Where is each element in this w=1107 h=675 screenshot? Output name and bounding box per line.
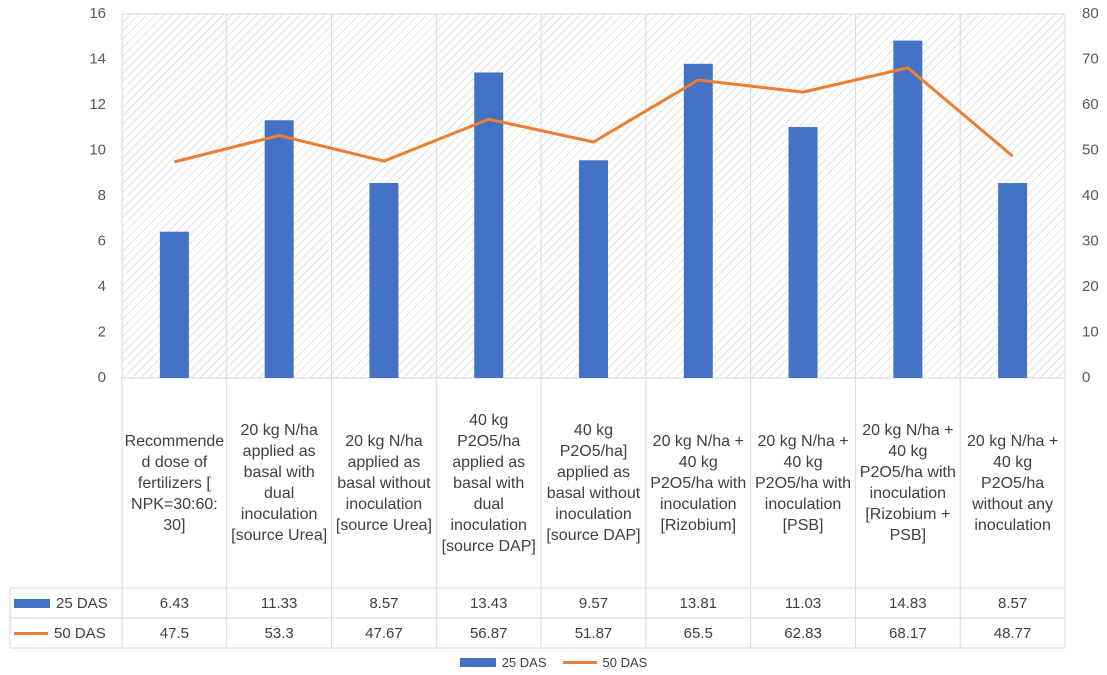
table-value: 14.83 <box>889 594 927 612</box>
legend: 25 DAS 50 DAS <box>0 652 1107 672</box>
legend-swatch <box>562 660 597 664</box>
category-label: 20 kg N/ha + 40 kg P2O5/ha with inoculat… <box>650 432 747 534</box>
table-value: 53.3 <box>264 624 294 642</box>
y2-tick-label: 0 <box>1082 369 1090 386</box>
table-value: 68.17 <box>889 624 927 642</box>
table-row-header: 50 DAS <box>14 618 122 648</box>
table-row-header: 25 DAS <box>14 588 122 618</box>
y2-tick-label: 70 <box>1082 50 1099 67</box>
bar <box>264 120 294 379</box>
bar <box>998 183 1028 378</box>
bar <box>579 160 608 378</box>
y-tick-label: 12 <box>89 96 106 113</box>
category-label: 20 kg N/ha + 40 kg P2O5/ha with inoculat… <box>755 432 852 534</box>
legend-item: 50 DAS <box>562 654 648 670</box>
bar <box>683 63 713 378</box>
y2-tick-label: 30 <box>1082 232 1099 249</box>
table-value: 6.43 <box>159 594 189 612</box>
y2-tick-label: 80 <box>1082 5 1099 22</box>
y2-tick-label: 60 <box>1082 96 1099 113</box>
table-value: 65.5 <box>683 624 713 642</box>
category-label: 20 kg N/ha + 40 kg P2O5/ha with inoculat… <box>859 422 956 544</box>
category-label: 20 kg N/ha applied as basal without inoc… <box>335 432 432 534</box>
table-value: 11.33 <box>260 594 298 612</box>
y-tick-label: 16 <box>89 5 106 22</box>
table-value: 48.77 <box>993 624 1032 642</box>
table-value: 56.87 <box>469 624 508 642</box>
y2-tick-label: 20 <box>1082 278 1099 295</box>
table-value: 8.57 <box>998 594 1028 612</box>
category-label: 40 kg P2O5/ha] applied as basal without … <box>546 422 641 544</box>
y-tick-label: 8 <box>98 187 106 204</box>
y2-tick-label: 10 <box>1082 323 1099 340</box>
bar <box>159 231 189 378</box>
table-value: 51.87 <box>574 624 613 642</box>
y2-tick-label: 40 <box>1082 187 1099 204</box>
table-series-name: 50 DAS <box>54 624 106 642</box>
legend-swatch <box>14 631 48 635</box>
table-series-name: 25 DAS <box>56 594 108 612</box>
y-tick-label: 2 <box>98 323 106 340</box>
y-tick-label: 0 <box>98 369 106 386</box>
category-label: 40 kg P2O5/ha applied as basal with dual… <box>441 411 536 555</box>
category-label: 20 kg N/ha + 40 kg P2O5/ha without any i… <box>967 432 1059 534</box>
legend-label: 50 DAS <box>602 654 648 670</box>
table-value: 13.81 <box>679 594 718 612</box>
line <box>174 66 1014 164</box>
legend-swatch <box>14 598 50 608</box>
table-value: 47.67 <box>365 624 403 642</box>
category-label: Recommended dose of fertilizers [ NPK=30… <box>124 432 225 534</box>
legend-swatch <box>459 657 496 667</box>
table-value: 47.5 <box>159 624 189 642</box>
bar <box>369 183 399 378</box>
table-value: 11.03 <box>784 594 822 612</box>
bar <box>893 40 923 379</box>
bar <box>788 127 818 378</box>
y-tick-label: 10 <box>89 141 106 158</box>
y-tick-label: 4 <box>98 278 106 295</box>
legend-item: 25 DAS <box>459 654 547 670</box>
table-value: 13.43 <box>469 594 508 612</box>
y2-tick-label: 50 <box>1082 141 1099 158</box>
table-value: 62.83 <box>784 624 822 642</box>
y-tick-label: 14 <box>89 50 106 67</box>
table-value: 8.57 <box>369 594 399 612</box>
category-label: 20 kg N/ha applied as basal with dual in… <box>231 422 328 544</box>
legend-label: 25 DAS <box>501 654 547 670</box>
table-value: 9.57 <box>578 594 609 612</box>
y-tick-label: 6 <box>98 232 106 249</box>
